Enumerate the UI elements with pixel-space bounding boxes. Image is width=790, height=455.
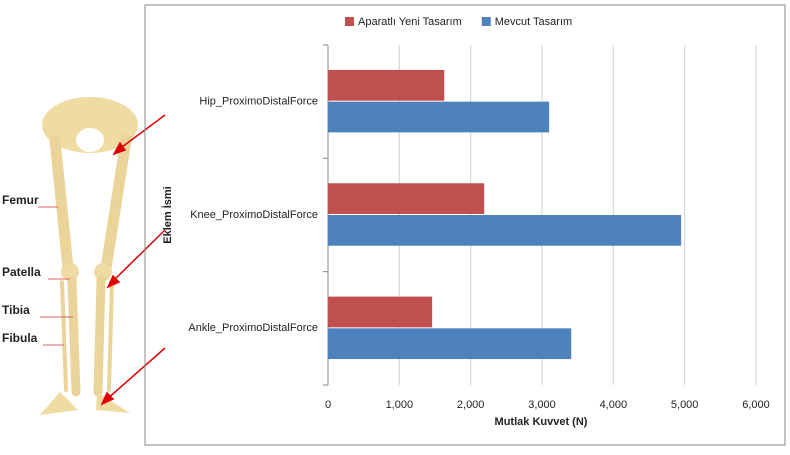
x-tick-label: 1,000 bbox=[386, 399, 414, 411]
bar bbox=[328, 183, 485, 214]
bar bbox=[328, 101, 550, 133]
arrow-head bbox=[106, 274, 121, 289]
anatomy-label: Patella bbox=[2, 265, 41, 279]
fibula-bone bbox=[107, 280, 114, 392]
x-tick-label: 0 bbox=[325, 399, 331, 411]
arrow bbox=[117, 114, 166, 151]
y-tick-label: Ankle_ProximoDistalForce bbox=[188, 322, 318, 334]
pelvis bbox=[42, 97, 138, 153]
x-tick-label: 3,000 bbox=[528, 399, 556, 411]
y-tick-label: Knee_ProximoDistalForce bbox=[190, 209, 318, 221]
fibula-bone bbox=[60, 280, 68, 392]
x-tick-label: 2,000 bbox=[457, 399, 485, 411]
anatomy-label: Fibula bbox=[2, 331, 38, 345]
tibia-bone bbox=[67, 275, 81, 397]
legend-label: Aparatlı Yeni Tasarım bbox=[358, 16, 462, 28]
femur-bone bbox=[100, 134, 132, 274]
bar bbox=[328, 328, 572, 360]
foot bbox=[96, 392, 130, 413]
anatomy-label: Tibia bbox=[2, 303, 30, 317]
chart-frame bbox=[144, 4, 786, 446]
legend-label: Mevcut Tasarım bbox=[495, 16, 572, 28]
arrow-head bbox=[100, 391, 115, 406]
bar bbox=[328, 215, 682, 246]
tibia-bone bbox=[93, 275, 106, 397]
arrow-head bbox=[112, 141, 127, 156]
x-tick-label: 6,000 bbox=[742, 399, 770, 411]
bar bbox=[328, 69, 445, 101]
pelvis-hole bbox=[76, 128, 104, 152]
legend-swatch bbox=[345, 17, 354, 26]
y-tick-label: Hip_ProximoDistalForce bbox=[199, 96, 318, 108]
arrows bbox=[100, 114, 166, 406]
arrow bbox=[105, 347, 166, 401]
y-axis-title: Eklem İsmi bbox=[161, 186, 174, 243]
label-lines bbox=[38, 206, 73, 346]
x-tick-label: 4,000 bbox=[600, 399, 628, 411]
femur-bone bbox=[49, 134, 74, 274]
legend-swatch bbox=[481, 17, 491, 26]
arrow bbox=[111, 229, 166, 283]
anatomy-label: Femur bbox=[2, 193, 39, 207]
x-axis-title: Mutlak Kuvvet (N) bbox=[495, 416, 588, 428]
skeleton bbox=[40, 97, 138, 415]
x-tick-label: 5,000 bbox=[671, 399, 699, 411]
bar bbox=[328, 296, 433, 328]
foot bbox=[40, 392, 78, 415]
